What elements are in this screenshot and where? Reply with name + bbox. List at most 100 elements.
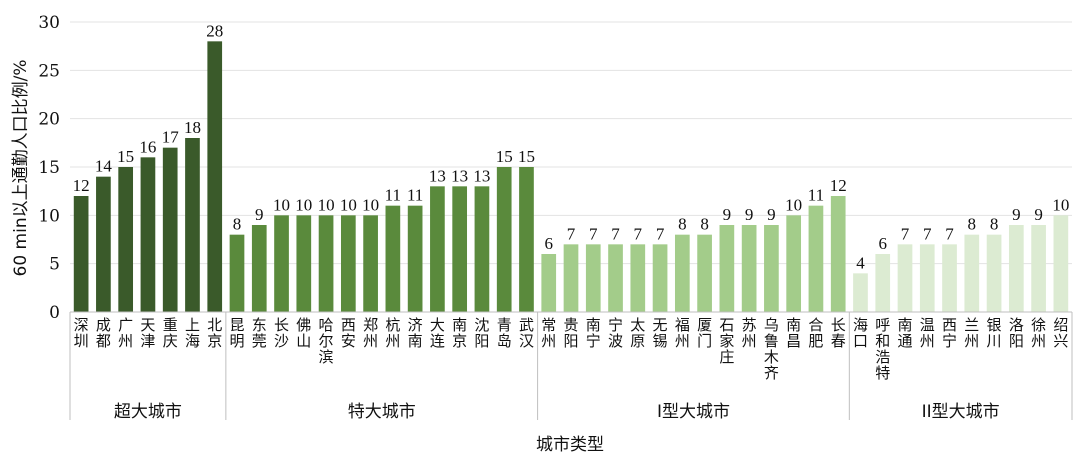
group-labels: 超大城市 特大城市 I型大城市 II型大城市	[114, 402, 1000, 422]
category-label: 青岛	[497, 316, 512, 350]
bar-value-label: 9	[745, 205, 754, 224]
bar-value-label: 12	[73, 176, 90, 195]
bar-value-label: 10	[362, 195, 379, 214]
bar	[1053, 215, 1069, 312]
bar-value-label: 12	[830, 176, 847, 195]
bar-value-label: 10	[318, 195, 335, 214]
bar	[652, 244, 668, 312]
y-tick-label: 5	[49, 255, 60, 275]
group-label: 超大城市	[114, 402, 182, 422]
bar	[986, 234, 1002, 312]
bar-value-label: 7	[923, 224, 932, 243]
bar-value-label: 11	[385, 186, 401, 205]
bar	[964, 234, 980, 312]
category-label: 徐州	[1031, 316, 1046, 350]
category-label: 成都	[96, 316, 111, 350]
bar	[474, 186, 490, 312]
bar	[674, 234, 690, 312]
bar	[1008, 225, 1024, 312]
y-tick-label: 15	[38, 158, 60, 178]
category-label: 天津	[140, 316, 155, 350]
bar-value-label: 13	[451, 166, 468, 185]
bar-value-label: 7	[611, 224, 620, 243]
group-label: 特大城市	[348, 402, 416, 422]
category-label: 贵阳	[563, 316, 578, 350]
y-tick-label: 0	[49, 303, 60, 323]
bar-value-label: 16	[139, 137, 156, 156]
bar-value-label: 7	[901, 224, 910, 243]
bar-value-label: 9	[767, 205, 776, 224]
category-label: 佛山	[296, 316, 311, 350]
bar	[140, 157, 156, 312]
category-label: 厦门	[697, 316, 712, 350]
x-axis-title: 城市类型	[536, 435, 604, 455]
bar	[185, 138, 200, 312]
bar-value-label: 13	[429, 166, 446, 185]
category-label: 银川	[987, 316, 1002, 350]
bar-value-label: 11	[407, 186, 423, 205]
bar-value-label: 7	[656, 224, 665, 243]
category-label: 长沙	[274, 316, 289, 350]
category-label: 深圳	[74, 316, 89, 350]
bar	[207, 41, 223, 312]
bar	[919, 244, 935, 312]
bar	[385, 205, 401, 312]
bar	[764, 225, 779, 312]
bar-value-label: 7	[634, 224, 643, 243]
bar	[830, 196, 846, 312]
category-label: 常州	[541, 316, 556, 350]
category-label: 哈尔滨	[319, 316, 334, 366]
bar-value-label: 7	[589, 224, 598, 243]
bar	[452, 186, 468, 312]
bar	[118, 167, 134, 312]
bar	[274, 215, 289, 312]
category-label: 苏州	[742, 316, 757, 350]
bar	[585, 244, 601, 312]
bar-value-label: 7	[567, 224, 576, 243]
category-label: 南昌	[786, 316, 801, 350]
category-label: 温州	[920, 316, 935, 350]
bar	[1031, 225, 1046, 312]
bar-value-label: 15	[518, 147, 535, 166]
category-label: 南京	[452, 316, 467, 350]
bar-value-label: 10	[1052, 195, 1069, 214]
bar	[251, 225, 267, 312]
bars	[73, 41, 1069, 312]
category-label: 洛阳	[1009, 316, 1024, 350]
bar	[318, 215, 334, 312]
bar-value-label: 9	[723, 205, 732, 224]
bar-value-label: 13	[473, 166, 490, 185]
category-label: 郑州	[363, 316, 378, 350]
bar	[853, 273, 868, 312]
bar	[741, 225, 757, 312]
y-tick-label: 25	[38, 61, 60, 81]
bar	[229, 234, 245, 312]
category-label: 西安	[341, 316, 356, 350]
bar-value-label: 10	[785, 195, 802, 214]
category-label: 福州	[675, 316, 690, 350]
category-label: 沈阳	[474, 316, 489, 350]
y-tick-label: 20	[38, 110, 60, 130]
group-label: I型大城市	[657, 402, 730, 422]
bar	[407, 205, 423, 312]
category-label: 长春	[831, 316, 846, 350]
y-axis-ticks: 0 5 10 15 20 25 30	[38, 13, 60, 323]
category-label: 武汉	[519, 316, 534, 350]
category-label: 呼和浩特	[875, 316, 890, 382]
category-label: 西宁	[942, 316, 957, 350]
bar-value-label: 10	[340, 195, 357, 214]
category-label: 大连	[430, 316, 445, 350]
bar	[942, 244, 957, 312]
bar	[719, 225, 735, 312]
bar	[162, 147, 178, 312]
category-label: 石家庄	[719, 316, 734, 366]
bar-value-label: 8	[968, 215, 977, 234]
bar	[430, 186, 445, 312]
bar-value-label: 6	[544, 234, 553, 253]
y-tick-label: 10	[38, 206, 60, 226]
bar-value-label: 15	[117, 147, 134, 166]
category-label: 东莞	[252, 316, 267, 350]
bar	[73, 196, 89, 312]
bar-value-label: 18	[184, 118, 201, 137]
